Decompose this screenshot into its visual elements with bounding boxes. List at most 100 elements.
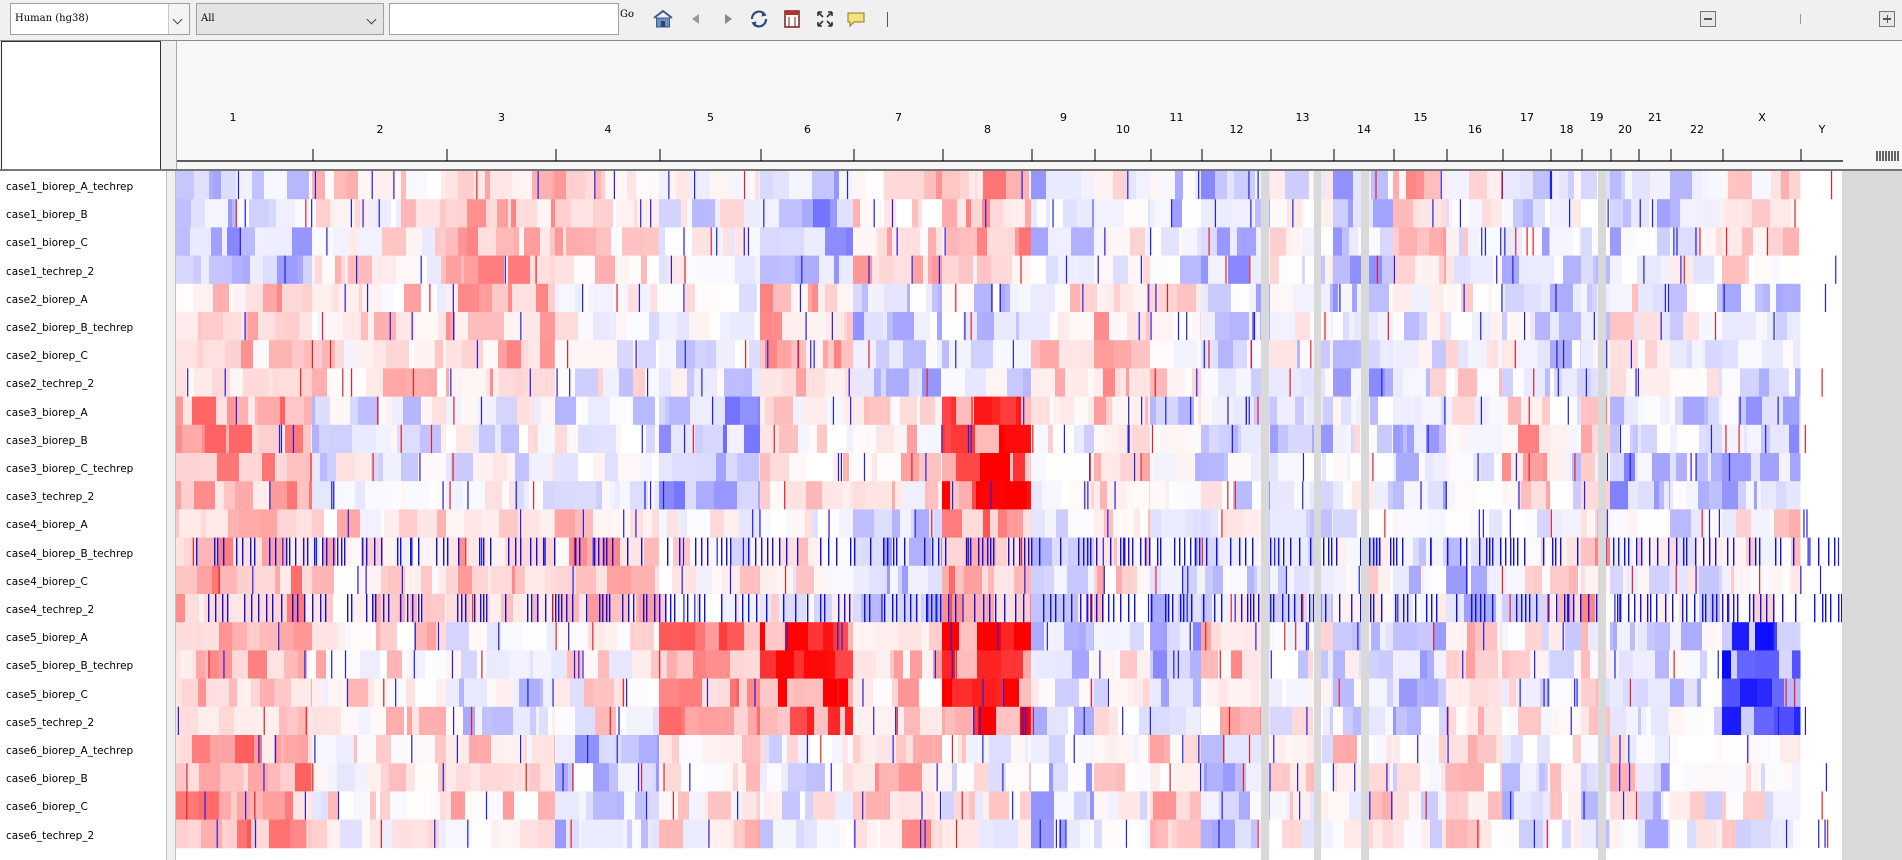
panel-divider[interactable]: [166, 171, 176, 860]
chromosome-dropdown[interactable]: All: [196, 3, 384, 35]
region-navigator-icon[interactable]: [781, 8, 803, 30]
track-name-23[interactable]: case6_biorep_C: [6, 801, 88, 814]
chromosome-label[interactable]: 22: [1690, 123, 1704, 136]
chromosome-label[interactable]: 14: [1357, 123, 1371, 136]
locus-search-input[interactable]: [389, 3, 619, 35]
zoom-slider[interactable]: [1800, 14, 1801, 24]
track-name-22[interactable]: case6_biorep_B: [6, 773, 88, 786]
chromosome-label[interactable]: 9: [1060, 111, 1067, 124]
segment: [1360, 537, 1362, 566]
heatmap-row[interactable]: [176, 340, 1801, 369]
popup-info-icon[interactable]: [845, 8, 867, 30]
heatmap-row[interactable]: [176, 453, 1801, 482]
chromosome-label[interactable]: 8: [984, 123, 991, 136]
zoom-out-button[interactable]: [1700, 11, 1716, 27]
track-name-21[interactable]: case6_biorep_A_techrep: [6, 745, 134, 757]
chromosome-label[interactable]: 11: [1170, 111, 1184, 124]
track-name-11[interactable]: case3_biorep_C_techrep: [6, 463, 134, 475]
heatmap-row[interactable]: [176, 171, 1833, 200]
track-name-4[interactable]: case1_techrep_2: [6, 265, 95, 278]
heatmap-row[interactable]: [176, 622, 1801, 651]
chromosome-label[interactable]: 19: [1590, 111, 1604, 124]
back-arrow-icon[interactable]: [685, 8, 707, 30]
track-name-17[interactable]: case5_biorep_A: [6, 632, 88, 645]
segment: [1165, 396, 1167, 425]
track-name-5[interactable]: case2_biorep_A: [6, 293, 88, 306]
heatmap-row[interactable]: [176, 255, 1837, 285]
track-name-9[interactable]: case3_biorep_A: [6, 406, 88, 419]
track-name-13[interactable]: case4_biorep_A: [6, 519, 88, 532]
track-name-2[interactable]: case1_biorep_B: [6, 209, 88, 222]
track-name-16[interactable]: case4_techrep_2: [6, 604, 95, 616]
segment: [1792, 763, 1801, 792]
segment: [876, 340, 890, 369]
track-name-6[interactable]: case2_biorep_B_techrep: [6, 322, 134, 334]
track-name-20[interactable]: case5_techrep_2: [6, 716, 95, 729]
chromosome-label[interactable]: 21: [1648, 111, 1662, 124]
chromosome-label[interactable]: 4: [605, 123, 612, 136]
chromosome-ruler[interactable]: 1 2 3 4 5 6 7 8 9 10 11 12 13 14 15 16 17 18 19 20 21 22 X Y: [176, 41, 1902, 171]
chromosome-label[interactable]: 16: [1468, 123, 1482, 136]
track-name-3[interactable]: case1_biorep_C: [6, 237, 88, 250]
resize-to-window-icon[interactable]: [814, 8, 836, 30]
chevron-down-icon[interactable]: [168, 4, 189, 34]
heatmap-row[interactable]: [176, 312, 1801, 341]
home-icon[interactable]: [652, 8, 674, 30]
segment: [1708, 396, 1720, 426]
chromosome-label[interactable]: Y: [1818, 123, 1826, 136]
heatmap-row[interactable]: [176, 763, 1828, 792]
heatmap-row[interactable]: [176, 481, 1801, 510]
track-name-12[interactable]: case3_techrep_2: [6, 491, 95, 504]
heatmap-row[interactable]: [176, 509, 1808, 539]
genome-dropdown[interactable]: Human (hg38): [10, 3, 190, 35]
heatmap-row[interactable]: [176, 424, 1806, 454]
heatmap-row[interactable]: [176, 706, 1807, 736]
heatmap-row[interactable]: [176, 537, 1840, 567]
segment: [1446, 453, 1450, 482]
track-name-18[interactable]: case5_biorep_B_techrep: [6, 660, 134, 673]
chromosome-label[interactable]: 17: [1520, 111, 1534, 124]
chromosome-label[interactable]: 7: [895, 111, 902, 124]
heatmap-row[interactable]: [176, 594, 1843, 623]
chromosome-label[interactable]: 20: [1618, 123, 1632, 136]
heatmap-row[interactable]: [176, 565, 1822, 595]
track-name-19[interactable]: case5_biorep_C: [6, 688, 88, 701]
go-button[interactable]: Go: [620, 9, 635, 20]
track-name-1[interactable]: case1_biorep_A_techrep: [6, 181, 134, 193]
chromosome-label[interactable]: 5: [707, 111, 714, 124]
chromosome-label[interactable]: 13: [1296, 111, 1310, 124]
heatmap-row[interactable]: [176, 283, 1827, 313]
heatmap-row[interactable]: [176, 199, 1801, 228]
track-name-8[interactable]: case2_techrep_2: [6, 378, 95, 391]
chromosome-label[interactable]: 12: [1230, 123, 1244, 136]
heatmap-row[interactable]: [176, 735, 1801, 764]
chromosome-label[interactable]: 10: [1116, 123, 1130, 136]
chromosome-label[interactable]: 18: [1560, 123, 1574, 136]
track-name-14[interactable]: case4_biorep_B_techrep: [6, 547, 134, 560]
chromosome-label[interactable]: 15: [1414, 111, 1428, 124]
zoom-in-button[interactable]: [1879, 11, 1895, 27]
track-name-7[interactable]: case2_biorep_C: [6, 350, 88, 363]
chevron-down-icon[interactable]: [363, 4, 383, 34]
track-name-15[interactable]: case4_biorep_C: [6, 575, 88, 588]
heatmap-row[interactable]: [176, 819, 1829, 849]
track-name-24[interactable]: case6_techrep_2: [6, 829, 95, 842]
refresh-icon[interactable]: [748, 8, 770, 30]
chromosome-label[interactable]: 2: [377, 123, 384, 136]
heatmap-row[interactable]: [176, 650, 1801, 680]
chromosome-label[interactable]: 6: [804, 123, 811, 136]
heatmap-row[interactable]: [176, 227, 1801, 257]
heatmap-row[interactable]: [176, 368, 1823, 398]
segment: [862, 283, 869, 313]
heatmap-row[interactable]: [176, 678, 1801, 708]
heatmap-row[interactable]: [176, 791, 1823, 821]
chromosome-label[interactable]: X: [1758, 111, 1766, 124]
segment: [864, 396, 870, 426]
heatmap-row[interactable]: [176, 396, 1801, 426]
forward-arrow-icon[interactable]: [717, 8, 739, 30]
track-name-10[interactable]: case3_biorep_B: [6, 434, 88, 447]
chromosome-label[interactable]: 1: [230, 111, 237, 124]
chromosome-label[interactable]: 3: [498, 111, 505, 124]
data-panel[interactable]: [176, 171, 1902, 860]
segment: [1006, 171, 1030, 200]
